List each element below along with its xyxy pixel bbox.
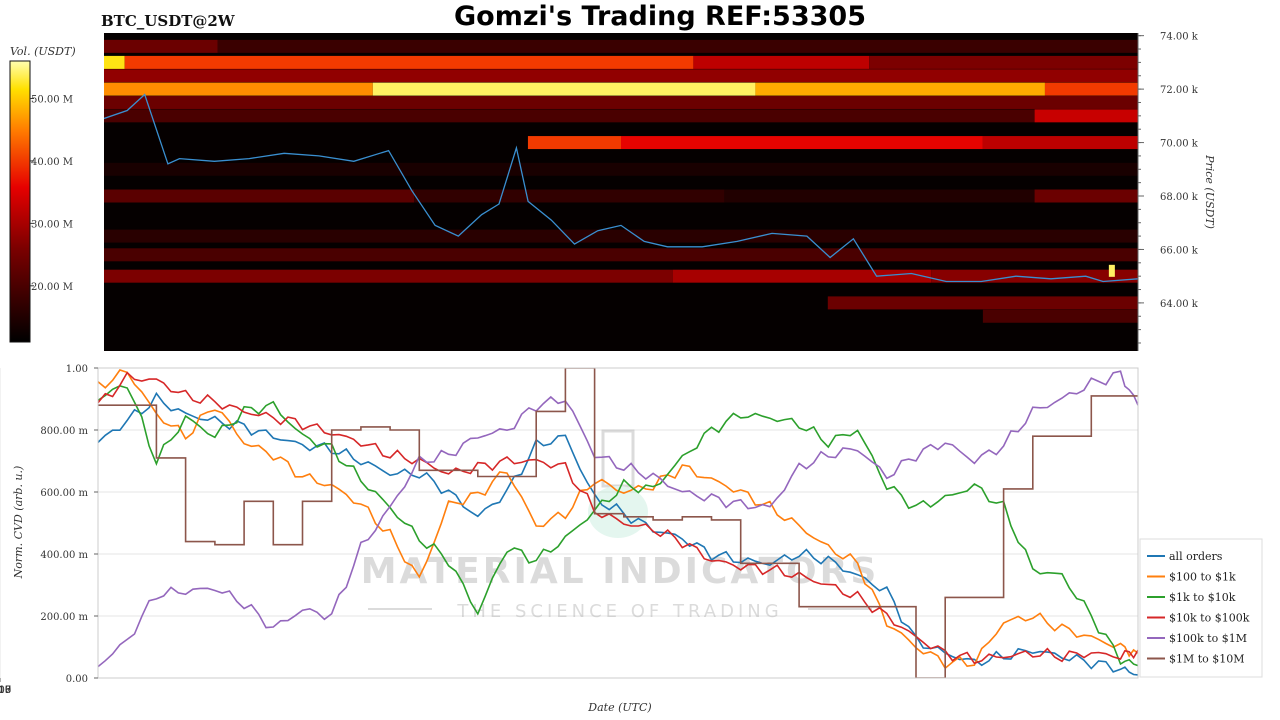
cvd-series-line-1k-to-10k: [98, 385, 1138, 667]
heatmap-cell: [104, 269, 673, 283]
heatmap-cell: [755, 82, 1045, 96]
price-axis-label: Price (USDT): [1203, 154, 1216, 229]
cvd-series-line-10k-to-100k: [98, 371, 1138, 665]
watermark-tagline: THE SCIENCE OF TRADING: [456, 601, 782, 622]
cvd-plot-area: [98, 368, 1138, 678]
cvd-y-tick-label: 400.00 m: [40, 550, 88, 561]
colorbar-ticks: 50.00 M 40.00 M 30.00 M 20.00 M: [30, 94, 73, 293]
cvd-series-line-100k-to-1m: [98, 370, 1138, 668]
heatmap-cell: [982, 136, 1138, 150]
heatmap-hotspot: [1108, 264, 1115, 277]
cvd-x-tick-label: 6/10: [0, 685, 11, 696]
heatmap-cell: [104, 95, 1138, 109]
heatmap-cell: [104, 82, 373, 96]
heatmap-cell: [931, 269, 1138, 283]
colorbar: [9, 60, 31, 343]
heatmap-cell: [104, 109, 1035, 123]
heatmap-bands: [104, 39, 1138, 323]
heatmap-cell: [527, 136, 621, 150]
cvd-x-axis: 6/076/106/136/166/19: [0, 678, 11, 696]
chart-title: Gomzi's Trading REF:53305: [454, 1, 866, 32]
cvd-y-axis: 1.00 800.00 m 600.00 m 400.00 m 200.00 m 0.00: [40, 364, 98, 685]
cvd-x-tick-label: 6/13: [0, 685, 11, 696]
heatmap-cell: [104, 39, 218, 53]
heatmap-cell: [104, 69, 1138, 83]
cvd-series-line-100-to-1k: [98, 369, 1138, 670]
cvd-y-tick-label: 200.00 m: [40, 612, 88, 623]
legend-label: $1k to $10k: [1169, 591, 1236, 604]
symbol-label: BTC_USDT@2W: [101, 12, 236, 30]
cvd-x-tick-label: 6/16: [0, 685, 11, 696]
heatmap-cell: [104, 248, 1138, 262]
watermark: MATERIAL INDICATORS THE SCIENCE OF TRADI…: [361, 429, 880, 622]
price-axis-tick-label: 70.00 k: [1160, 139, 1199, 150]
cvd-y-tick-label: 800.00 m: [40, 426, 88, 437]
colorbar-tick-label: 40.00 M: [31, 157, 73, 168]
legend-label: all orders: [1169, 550, 1223, 563]
heatmap-cell: [104, 229, 1138, 243]
heatmap-cell: [827, 296, 1138, 310]
cvd-y-axis-label: Norm. CVD (arb. u.): [12, 466, 25, 580]
colorbar-tick-label: 30.00 M: [31, 219, 73, 230]
cvd-y-tick-label: 1.00: [66, 364, 88, 375]
heatmap-cell: [1034, 189, 1138, 203]
heatmap-cell: [104, 55, 125, 69]
watermark-brand: MATERIAL INDICATORS: [361, 551, 880, 592]
cvd-plot-frame: [97, 367, 1139, 679]
heatmap-cell: [104, 189, 415, 203]
watermark-logo: [601, 429, 635, 488]
cvd-y-tick-label: 600.00 m: [40, 488, 88, 499]
legend-label: $100k to $1M: [1169, 632, 1247, 645]
heatmap-cell: [1044, 82, 1138, 96]
colorbar-tick-label: 20.00 M: [31, 282, 73, 293]
heatmap-cell: [672, 269, 932, 283]
heatmap-cell: [124, 55, 694, 69]
colorbar-label: Vol. (USDT): [10, 45, 76, 58]
price-axis-tick-label: 74.00 k: [1160, 32, 1199, 43]
price-axis: 74.00 k 72.00 k 70.00 k 68.00 k 66.00 k 64.00…: [1137, 32, 1199, 351]
cvd-x-axis-label: Date (UTC): [587, 701, 651, 714]
legend-label: $1M to $10M: [1169, 653, 1245, 666]
heatmap-cell: [372, 82, 756, 96]
price-line: [104, 93, 1138, 283]
heatmap-cell: [982, 309, 1138, 323]
heatmap-cell: [693, 55, 870, 69]
cvd-panel: MATERIAL INDICATORS THE SCIENCE OF TRADI…: [0, 364, 1139, 714]
cvd-lines: [98, 368, 1138, 678]
cvd-x-tick-label: 6/07: [0, 685, 11, 696]
price-axis-tick-label: 68.00 k: [1160, 192, 1199, 203]
price-axis-tick-label: 64.00 k: [1160, 299, 1199, 310]
heatmap-cell: [1034, 109, 1138, 123]
cvd-x-tick-label: 6/19: [0, 685, 11, 696]
watermark-logo-glow: [588, 486, 648, 538]
legend-box: [1139, 538, 1263, 678]
cvd-series-line-1m-to-10m: [98, 368, 1138, 678]
heatmap-cell: [104, 162, 1138, 176]
colorbar-tick-label: 50.00 M: [31, 94, 73, 105]
cvd-y-tick-label: 0.00: [66, 674, 88, 685]
price-axis-tick-label: 72.00 k: [1160, 85, 1199, 96]
legend-label: $100 to $1k: [1169, 571, 1236, 584]
heatmap-cell: [414, 189, 725, 203]
heatmap-cell: [621, 136, 983, 150]
heatmap-panel: 74.00 k 72.00 k 70.00 k 68.00 k 66.00 k 64.00…: [104, 32, 1216, 351]
heatmap-cell: [869, 55, 1138, 69]
heatmap-cell: [217, 39, 1138, 53]
cvd-legend: all orders $100 to $1k $1k to $10k $10k to …: [1139, 538, 1263, 678]
legend-label: $10k to $100k: [1169, 612, 1250, 625]
price-axis-tick-label: 66.00 k: [1160, 245, 1199, 256]
